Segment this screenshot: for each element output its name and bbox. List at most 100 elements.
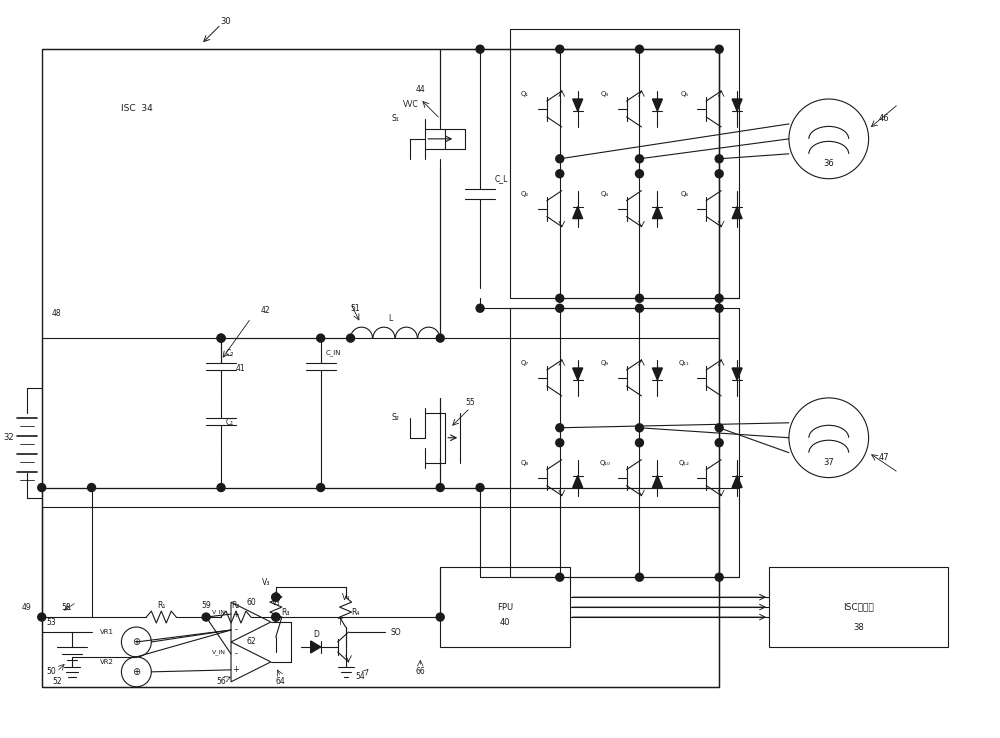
Circle shape — [556, 170, 564, 178]
Bar — [42, 49, 719, 687]
Text: 56: 56 — [216, 677, 226, 686]
Text: V_IN: V_IN — [212, 649, 226, 655]
Text: V₄: V₄ — [341, 593, 350, 601]
Polygon shape — [652, 207, 662, 218]
Circle shape — [217, 334, 225, 342]
Circle shape — [476, 304, 484, 312]
Text: 59: 59 — [201, 601, 211, 610]
Text: 54: 54 — [356, 672, 365, 681]
Text: Q₇: Q₇ — [521, 360, 529, 366]
Circle shape — [272, 613, 280, 621]
Circle shape — [272, 593, 280, 601]
Text: 64: 64 — [276, 677, 286, 686]
Text: V₃: V₃ — [262, 578, 270, 587]
Circle shape — [272, 593, 280, 601]
Text: VR2: VR2 — [100, 659, 113, 665]
Text: R₂: R₂ — [232, 601, 240, 610]
Text: 30: 30 — [221, 17, 231, 26]
Text: Q₉: Q₉ — [601, 360, 609, 366]
Text: 42: 42 — [261, 306, 271, 314]
Text: C₂: C₂ — [226, 348, 234, 357]
Circle shape — [635, 170, 643, 178]
Text: ISC控制器: ISC控制器 — [843, 603, 874, 612]
Text: 55: 55 — [465, 399, 475, 407]
Text: Q₁₂: Q₁₂ — [679, 460, 690, 466]
Text: 58: 58 — [62, 603, 71, 612]
Text: +: + — [233, 666, 239, 675]
Polygon shape — [573, 99, 583, 111]
Polygon shape — [732, 475, 742, 488]
Text: L: L — [388, 314, 393, 323]
Circle shape — [635, 294, 643, 303]
Text: R₄: R₄ — [351, 607, 360, 616]
Polygon shape — [652, 99, 662, 111]
Circle shape — [436, 483, 444, 492]
Text: Q₃: Q₃ — [601, 91, 609, 97]
Bar — [42, 508, 719, 687]
Circle shape — [715, 573, 723, 582]
Polygon shape — [573, 475, 583, 488]
Text: 48: 48 — [52, 308, 61, 318]
Circle shape — [715, 438, 723, 446]
Circle shape — [272, 613, 280, 621]
Text: R₁: R₁ — [157, 601, 165, 610]
Text: 36: 36 — [823, 159, 834, 168]
Text: 52: 52 — [52, 677, 61, 686]
Circle shape — [476, 45, 484, 53]
Bar — [769, 568, 948, 647]
Polygon shape — [652, 475, 662, 488]
Polygon shape — [732, 99, 742, 111]
Text: 46: 46 — [879, 114, 889, 123]
Circle shape — [715, 170, 723, 178]
Circle shape — [217, 334, 225, 342]
Text: D: D — [313, 630, 319, 640]
Text: C_IN: C_IN — [326, 350, 341, 356]
Text: -: - — [234, 626, 237, 635]
Text: VVC: VVC — [402, 100, 418, 108]
Circle shape — [202, 613, 210, 621]
Text: ISC  34: ISC 34 — [121, 105, 153, 114]
Text: 44: 44 — [415, 85, 425, 94]
Circle shape — [556, 424, 564, 432]
Circle shape — [317, 483, 325, 492]
Text: Q₁₁: Q₁₁ — [679, 360, 690, 366]
Text: C₁: C₁ — [226, 418, 234, 427]
Circle shape — [715, 155, 723, 163]
Circle shape — [88, 483, 96, 492]
Text: 51: 51 — [351, 304, 360, 313]
Text: 66: 66 — [415, 667, 425, 676]
Text: S₁: S₁ — [392, 114, 399, 123]
Circle shape — [436, 613, 444, 621]
Circle shape — [715, 424, 723, 432]
Text: Q₁: Q₁ — [521, 91, 529, 97]
Circle shape — [38, 483, 46, 492]
Text: ⊕: ⊕ — [132, 667, 140, 677]
Polygon shape — [732, 368, 742, 380]
Text: 47: 47 — [879, 453, 889, 462]
Circle shape — [635, 304, 643, 312]
Circle shape — [635, 155, 643, 163]
Text: R₃: R₃ — [282, 607, 290, 616]
Text: Q₈: Q₈ — [521, 460, 529, 466]
Text: SO: SO — [390, 627, 401, 636]
Text: +: + — [233, 610, 239, 618]
Circle shape — [38, 613, 46, 621]
Polygon shape — [311, 641, 321, 653]
Circle shape — [556, 294, 564, 303]
Circle shape — [556, 155, 564, 163]
Text: ⊕: ⊕ — [132, 637, 140, 647]
Bar — [510, 30, 739, 298]
Text: Q₁₀: Q₁₀ — [599, 460, 610, 466]
Text: 62: 62 — [246, 638, 256, 646]
Circle shape — [556, 438, 564, 446]
Text: VR1: VR1 — [99, 629, 113, 635]
Text: Q₂: Q₂ — [521, 190, 529, 196]
Text: Q₄: Q₄ — [601, 190, 609, 196]
Text: 49: 49 — [22, 603, 32, 612]
Text: 32: 32 — [3, 433, 14, 442]
Polygon shape — [573, 368, 583, 380]
Text: Q₆: Q₆ — [680, 190, 688, 196]
Text: 50: 50 — [47, 667, 57, 676]
Text: T: T — [338, 618, 343, 627]
Bar — [510, 308, 739, 577]
